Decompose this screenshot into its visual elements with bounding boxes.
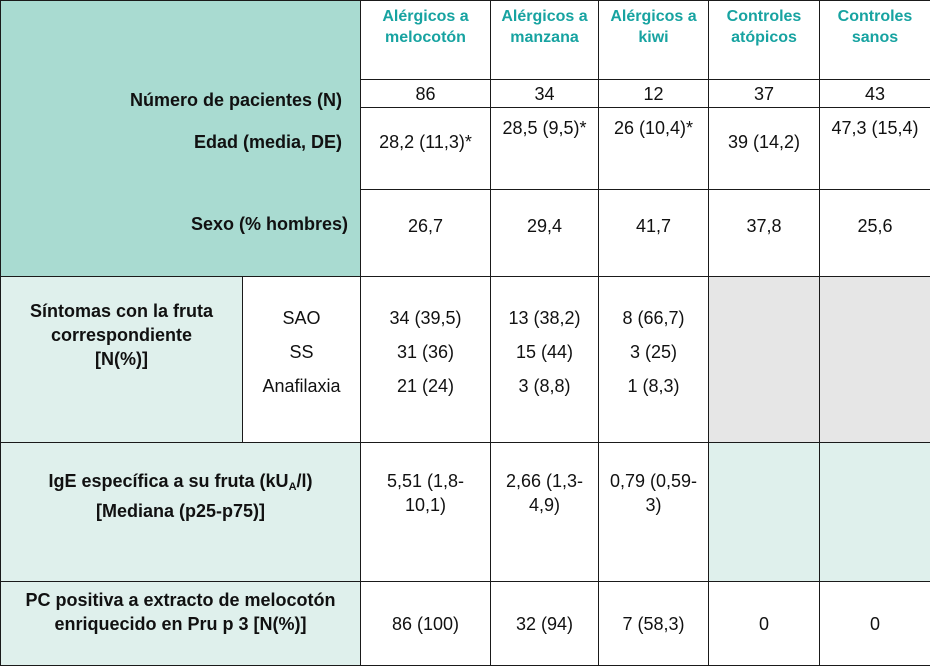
sub-label-ss: SS: [249, 335, 354, 369]
ige-label-pre: IgE específica a su fruta (kU: [48, 471, 288, 491]
column-header-melocoton: Alérgicos a melocotón: [361, 1, 491, 80]
ige-label-line2: [Mediana (p25-p75)]: [7, 499, 354, 523]
sintomas-label-text: Síntomas con la fruta correspondiente [N…: [30, 301, 213, 369]
row-label-sexo: Sexo (% hombres): [191, 212, 348, 236]
pc-sanos: 0: [820, 582, 930, 666]
edad-atopicos: 39 (14,2): [709, 108, 820, 190]
pc-melocoton: 86 (100): [361, 582, 491, 666]
sintomas-melocoton-ss: 31 (36): [367, 335, 484, 369]
edad-manzana: 28,5 (9,5)*: [491, 108, 599, 190]
sub-label-anafilaxia: Anafilaxia: [249, 369, 354, 403]
row-label-edad: Edad (media, DE): [194, 130, 342, 154]
ige-label-post: /l): [297, 471, 313, 491]
sexo-melocoton: 26,7: [361, 190, 491, 277]
sintomas-melocoton-sao: 34 (39,5): [367, 301, 484, 335]
pc-kiwi: 7 (58,3): [599, 582, 709, 666]
sintomas-kiwi-sao: 8 (66,7): [605, 301, 702, 335]
ige-manzana: 2,66 (1,3-4,9): [491, 443, 599, 582]
ige-atopicos-empty: [709, 443, 820, 582]
edad-sanos: 47,3 (15,4): [820, 108, 930, 190]
edad-melocoton: 28,2 (11,3)*: [361, 108, 491, 190]
pc-manzana: 32 (94): [491, 582, 599, 666]
column-header-kiwi: Alérgicos a kiwi: [599, 1, 709, 80]
sintomas-manzana-sao: 13 (38,2): [497, 301, 592, 335]
pc-label: PC positiva a extracto de melocotón enri…: [1, 582, 361, 666]
ige-kiwi: 0,79 (0,59-3): [599, 443, 709, 582]
sintomas-melocoton-anafilaxia: 21 (24): [367, 369, 484, 403]
sintomas-kiwi-ss: 3 (25): [605, 335, 702, 369]
sintomas-kiwi: 8 (66,7) 3 (25) 1 (8,3): [599, 277, 709, 443]
sintomas-melocoton: 34 (39,5) 31 (36) 21 (24): [361, 277, 491, 443]
pacientes-melocoton: 86: [361, 80, 491, 108]
sub-label-sao: SAO: [249, 301, 354, 335]
row-label-pacientes: Número de pacientes (N): [130, 88, 342, 112]
pacientes-sanos: 43: [820, 80, 930, 108]
top-left-corner-block: Número de pacientes (N) Edad (media, DE)…: [1, 1, 361, 277]
column-header-atopicos: Controles atópicos: [709, 1, 820, 80]
column-header-sanos: Controles sanos: [820, 1, 930, 80]
sexo-manzana: 29,4: [491, 190, 599, 277]
sexo-atopicos: 37,8: [709, 190, 820, 277]
sintomas-atopicos-empty: [709, 277, 820, 443]
sexo-kiwi: 41,7: [599, 190, 709, 277]
ige-label-sub: A: [289, 481, 297, 493]
pacientes-atopicos: 37: [709, 80, 820, 108]
sintomas-sanos-empty: [820, 277, 930, 443]
sexo-sanos: 25,6: [820, 190, 930, 277]
column-header-manzana: Alérgicos a manzana: [491, 1, 599, 80]
sintomas-manzana: 13 (38,2) 15 (44) 3 (8,8): [491, 277, 599, 443]
sintomas-label: Síntomas con la fruta correspondiente [N…: [1, 277, 243, 443]
ige-sanos-empty: [820, 443, 930, 582]
ige-label: IgE específica a su fruta (kUA/l) [Media…: [1, 443, 361, 582]
sintomas-sub-labels: SAO SS Anafilaxia: [243, 277, 361, 443]
pacientes-manzana: 34: [491, 80, 599, 108]
sintomas-manzana-anafilaxia: 3 (8,8): [497, 369, 592, 403]
ige-melocoton: 5,51 (1,8-10,1): [361, 443, 491, 582]
pacientes-kiwi: 12: [599, 80, 709, 108]
edad-kiwi: 26 (10,4)*: [599, 108, 709, 190]
sintomas-manzana-ss: 15 (44): [497, 335, 592, 369]
ige-label-line1: IgE específica a su fruta (kUA/l): [7, 469, 354, 499]
pc-atopicos: 0: [709, 582, 820, 666]
sintomas-kiwi-anafilaxia: 1 (8,3): [605, 369, 702, 403]
